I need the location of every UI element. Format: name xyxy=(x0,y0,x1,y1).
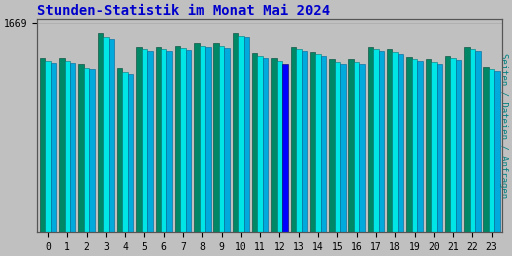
Bar xyxy=(70,62,75,232)
Bar xyxy=(128,74,133,232)
Bar xyxy=(354,62,359,232)
Bar xyxy=(214,43,219,232)
Bar xyxy=(186,50,191,232)
Bar xyxy=(252,53,258,232)
Text: Stunden-Statistik im Monat Mai 2024: Stunden-Statistik im Monat Mai 2024 xyxy=(37,4,331,18)
Bar xyxy=(302,51,307,232)
Bar xyxy=(238,36,244,232)
Bar xyxy=(321,56,326,232)
Bar xyxy=(180,48,186,232)
Bar xyxy=(122,72,128,232)
Bar xyxy=(407,57,412,232)
Bar xyxy=(175,46,180,232)
Bar xyxy=(475,51,481,232)
Bar xyxy=(45,61,51,232)
Bar xyxy=(219,46,224,232)
Bar xyxy=(200,46,205,232)
Bar xyxy=(103,37,109,232)
Bar xyxy=(489,69,495,232)
Bar xyxy=(263,58,268,232)
Bar xyxy=(59,58,65,232)
Bar xyxy=(282,65,288,232)
Bar xyxy=(65,61,70,232)
Bar xyxy=(156,47,161,232)
Bar xyxy=(161,49,166,232)
Bar xyxy=(437,64,442,232)
Bar xyxy=(98,33,103,232)
Bar xyxy=(109,39,114,232)
Bar xyxy=(412,59,417,232)
Bar xyxy=(205,48,210,232)
Bar xyxy=(425,59,431,232)
Bar xyxy=(470,49,475,232)
Bar xyxy=(166,51,172,232)
Bar xyxy=(271,58,277,232)
Bar xyxy=(232,33,238,232)
Bar xyxy=(291,47,296,232)
Bar xyxy=(349,59,354,232)
Bar xyxy=(373,49,379,232)
Y-axis label: Seiten / Dateien / Anfragen: Seiten / Dateien / Anfragen xyxy=(499,53,508,198)
Bar xyxy=(495,71,500,232)
Bar xyxy=(51,63,56,232)
Bar xyxy=(78,65,84,232)
Bar xyxy=(340,64,346,232)
Bar xyxy=(89,69,95,232)
Bar xyxy=(335,62,340,232)
Bar xyxy=(398,54,403,232)
Bar xyxy=(379,51,384,232)
Bar xyxy=(464,47,470,232)
Bar xyxy=(84,68,89,232)
Bar xyxy=(451,58,456,232)
Bar xyxy=(483,67,489,232)
Bar xyxy=(315,54,321,232)
Bar xyxy=(244,37,249,232)
Bar xyxy=(310,52,315,232)
Bar xyxy=(368,47,373,232)
Bar xyxy=(329,59,335,232)
Bar xyxy=(387,49,393,232)
Bar xyxy=(147,51,153,232)
Bar xyxy=(359,64,365,232)
Bar xyxy=(456,60,461,232)
Bar xyxy=(393,52,398,232)
Bar xyxy=(224,48,230,232)
Bar xyxy=(117,68,122,232)
Bar xyxy=(258,56,263,232)
Bar xyxy=(194,43,200,232)
Bar xyxy=(136,47,142,232)
Bar xyxy=(296,49,302,232)
Bar xyxy=(142,49,147,232)
Bar xyxy=(431,62,437,232)
Bar xyxy=(277,61,282,232)
Bar xyxy=(40,58,45,232)
Bar xyxy=(445,56,451,232)
Bar xyxy=(417,61,423,232)
